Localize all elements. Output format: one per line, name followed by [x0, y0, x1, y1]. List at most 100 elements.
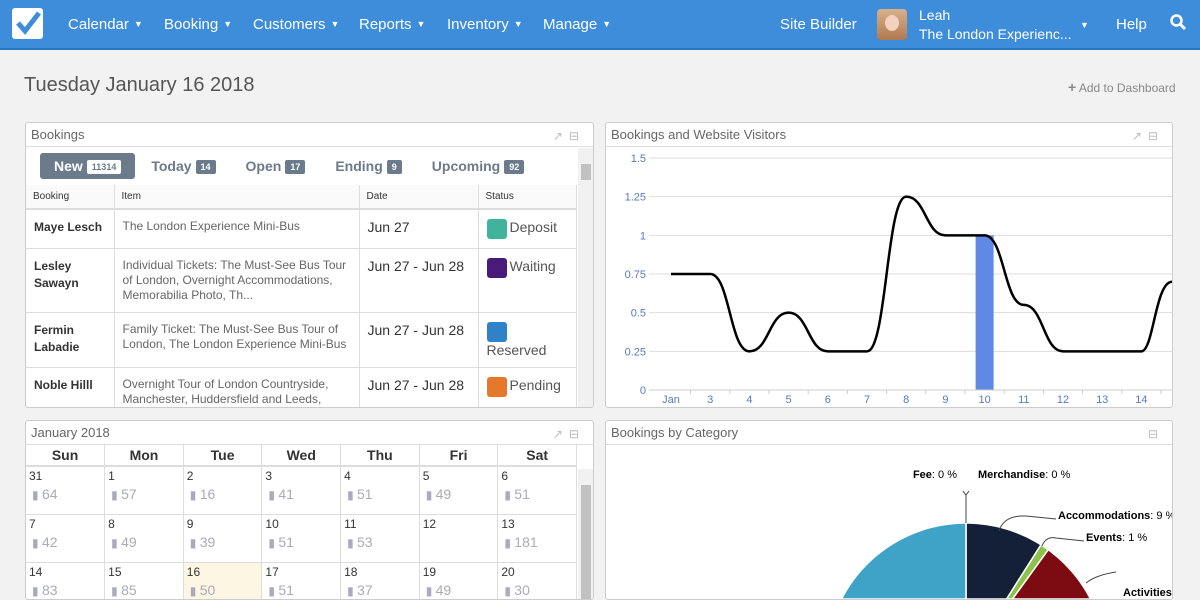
calendar-day[interactable]: 12	[419, 514, 499, 563]
calendar-day[interactable]: 31 ▮ 64	[26, 466, 106, 515]
day-number: 14	[29, 564, 43, 579]
booking-name[interactable]: Fermin Labadie	[26, 312, 115, 368]
calendar-day[interactable]: 19 ▮ 49	[419, 562, 499, 599]
calendar-day[interactable]: 4 ▮ 51	[340, 466, 420, 515]
booking-date: Jun 27 - Jun 28	[359, 312, 479, 368]
document-icon: ▮	[32, 583, 42, 598]
tab-today[interactable]: Today 14	[137, 153, 229, 179]
tab-label: Upcoming	[431, 158, 501, 174]
column-header[interactable]: Date	[359, 185, 479, 210]
popout-icon[interactable]: ↗	[552, 427, 569, 441]
booking-count-value: 49	[435, 581, 452, 598]
x-tick-label: 13	[1096, 394, 1108, 406]
tab-upcoming[interactable]: Upcoming 92	[418, 153, 538, 179]
table-row[interactable]: Lesley Sawayn Individual Tickets: The Mus…	[26, 248, 577, 313]
booking-name[interactable]: Maye Lesch	[26, 209, 115, 249]
day-number: 3	[265, 469, 273, 483]
booking-count: ▮ 57	[108, 486, 180, 503]
scrollbar[interactable]	[578, 148, 593, 407]
user-name[interactable]: Leah	[919, 7, 951, 23]
day-number: 13	[501, 516, 515, 531]
add-to-dashboard-button[interactable]: + Add to Dashboard	[1068, 79, 1176, 95]
table-row[interactable]: Maye Lesch The London Experience Mini-Bus…	[26, 209, 577, 249]
calendar-day[interactable]: 16 ▮ 50	[183, 562, 263, 599]
column-header[interactable]: Status	[478, 185, 577, 210]
caret-down-icon: ▼	[223, 19, 233, 29]
table-row[interactable]: Fermin Labadie Family Ticket: The Must-Se…	[26, 312, 577, 368]
calendar-day[interactable]: 20 ▮ 30	[497, 562, 577, 599]
booking-count: ▮ 30	[501, 582, 573, 599]
calendar-day[interactable]: 7 ▮ 42	[26, 514, 106, 563]
collapse-icon[interactable]: ⊟	[1147, 129, 1164, 143]
avatar[interactable]	[877, 9, 907, 40]
pie-label: Accommodations: 9 %	[1058, 510, 1172, 522]
table-row[interactable]: Noble Hilll Overnight Tour of London Coun…	[26, 367, 577, 407]
calendar-day[interactable]: 8 ▮ 49	[104, 514, 184, 563]
nav-menu-reports[interactable]: Reports ▼	[359, 16, 425, 33]
calendar-day[interactable]: 10 ▮ 51	[261, 514, 342, 563]
pie-slice[interactable]	[965, 522, 1043, 599]
calendar-day[interactable]: 15 ▮ 85	[104, 562, 184, 599]
calendar-day[interactable]: 5 ▮ 49	[419, 466, 499, 515]
nav-menu-calendar[interactable]: Calendar ▼	[68, 16, 143, 33]
status-cell: Waiting	[478, 248, 577, 313]
calendar-day[interactable]: 17 ▮ 51	[261, 562, 342, 599]
booking-name[interactable]: Noble Hilll	[26, 367, 115, 407]
day-number: 6	[501, 469, 509, 483]
nav-menu-label: Manage	[543, 16, 598, 33]
x-tick-label: 9	[942, 394, 948, 406]
tab-ending[interactable]: Ending 9	[321, 153, 415, 179]
category-chart-panel: Bookings by Category ⊟ Fee: 0 % Merchandi…	[605, 420, 1173, 600]
status-badge: Deposit	[509, 219, 557, 236]
calendar-day[interactable]: 3 ▮ 41	[261, 466, 342, 515]
document-icon: ▮	[504, 535, 515, 550]
calendar-day[interactable]: 6 ▮ 51	[497, 466, 577, 515]
pie-label: Merchandise: 0 %	[978, 469, 1071, 481]
pie-slice[interactable]	[1011, 548, 1092, 599]
calendar-day[interactable]: 13 ▮ 181	[497, 514, 577, 563]
y-tick-label: 0.5	[631, 308, 646, 320]
panel-controls[interactable]: ↗⊟	[553, 129, 585, 143]
pie-slice[interactable]	[840, 522, 967, 599]
calendar-day[interactable]: 2 ▮ 16	[183, 466, 263, 515]
site-builder-link[interactable]: Site Builder	[780, 16, 857, 33]
booking-count: ▮ 50	[187, 582, 259, 599]
company-name[interactable]: The London Experienc...	[919, 26, 1072, 42]
panel-title: Bookings	[26, 123, 593, 147]
popout-icon[interactable]: ↗	[1131, 129, 1148, 143]
panel-controls[interactable]: ⊟	[1148, 427, 1164, 441]
bar[interactable]	[975, 235, 994, 390]
label-connector	[962, 490, 970, 523]
nav-menu-manage[interactable]: Manage ▼	[543, 16, 611, 33]
booking-name[interactable]: Lesley Sawayn	[26, 248, 115, 313]
tab-open[interactable]: Open 17	[232, 153, 320, 179]
booking-count-value: 16	[199, 486, 216, 502]
calendar-day[interactable]: 1 ▮ 57	[104, 466, 184, 515]
slice-name: Events	[1086, 532, 1122, 544]
slice-name: Fee	[913, 469, 932, 481]
nav-menu-customers[interactable]: Customers ▼	[253, 16, 339, 33]
nav-menu-booking[interactable]: Booking ▼	[164, 16, 232, 33]
tab-label: Open	[245, 158, 282, 174]
nav-menu-inventory[interactable]: Inventory ▼	[447, 16, 523, 33]
panel-controls[interactable]: ↗⊟	[1132, 129, 1164, 143]
collapse-icon[interactable]: ⊟	[568, 129, 585, 143]
panel-controls[interactable]: ↗⊟	[553, 427, 585, 441]
column-header[interactable]: Item	[114, 185, 360, 210]
collapse-icon[interactable]: ⊟	[568, 427, 585, 441]
day-number: 17	[265, 564, 279, 579]
user-menu-caret-icon[interactable]: ▼	[1080, 20, 1089, 30]
popout-icon[interactable]: ↗	[552, 129, 569, 143]
calendar-day[interactable]: 14 ▮ 83	[26, 562, 106, 599]
calendar-day[interactable]: 18 ▮ 37	[340, 562, 420, 599]
scrollbar[interactable]	[578, 469, 593, 599]
column-header[interactable]: Booking	[26, 185, 115, 210]
tab-new[interactable]: New 11314	[40, 153, 136, 179]
calendar-day[interactable]: 11 ▮ 53	[340, 514, 420, 563]
calendar-day[interactable]: 9 ▮ 39	[183, 514, 263, 563]
day-number: 20	[501, 564, 515, 579]
logo-checkmark-icon[interactable]	[12, 8, 43, 39]
collapse-icon[interactable]: ⊟	[1147, 427, 1164, 441]
help-link[interactable]: Help	[1116, 16, 1147, 33]
search-icon[interactable]	[1170, 14, 1187, 37]
